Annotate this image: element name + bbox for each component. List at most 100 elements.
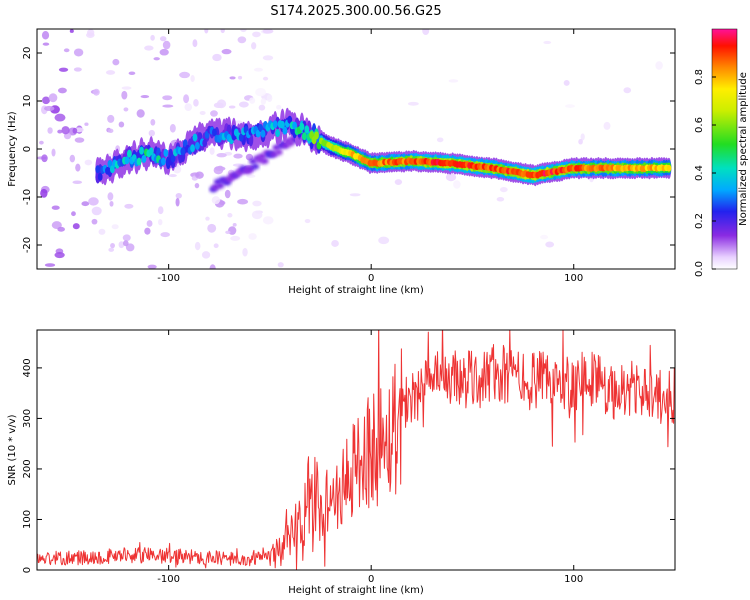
snr-y-tick-label: 100 [22, 510, 33, 529]
noise-blob [545, 241, 555, 248]
ridge-layer [95, 115, 672, 181]
noise-blob [212, 53, 222, 62]
snr-frame [36, 329, 676, 571]
ridge-blob [190, 144, 195, 153]
snr-y-tick-label: 400 [22, 358, 33, 377]
noise-blob [128, 71, 136, 75]
noise-blob [122, 240, 129, 247]
noise-blob [108, 247, 115, 252]
noise-blob [277, 262, 284, 268]
noise-blob [175, 192, 182, 199]
noise-blob [252, 200, 262, 207]
heatmap-x-tick-label: 0 [368, 273, 374, 284]
noise-blob [251, 42, 257, 50]
noise-blob [121, 86, 132, 90]
noise-blob [41, 30, 50, 40]
branch-blob [274, 149, 283, 156]
noise-blob [136, 109, 145, 118]
noise-blob [63, 48, 70, 53]
noise-blob [44, 263, 56, 267]
noise-blob [81, 201, 90, 207]
noise-blob [563, 79, 570, 86]
snr-y-tick-label: 0 [22, 567, 33, 573]
noise-blob [107, 128, 114, 134]
snr-y-label: SNR (10 * v/v) [7, 414, 18, 485]
snr-y-tick-label: 300 [22, 409, 33, 428]
noise-blob [238, 101, 249, 108]
noise-blob [232, 163, 244, 167]
noise-blob [118, 241, 125, 249]
heatmap-y-tick-label: -20 [22, 237, 33, 253]
noise-blob [57, 87, 67, 94]
noise-blob [122, 234, 131, 242]
noise-blob [194, 241, 201, 251]
noise-blob [43, 105, 55, 112]
noise-blob [87, 29, 95, 37]
noise-blob [258, 104, 266, 111]
snr-x-tick-label: -100 [157, 574, 180, 585]
ridge-blob [180, 147, 186, 156]
ridge-blob [197, 132, 203, 140]
heatmap-noise [37, 29, 663, 269]
noise-blob [109, 200, 114, 207]
noise-blob [105, 70, 116, 75]
noise-blob [153, 57, 160, 61]
noise-blob [499, 187, 508, 193]
noise-blob [496, 197, 505, 202]
noise-blob [140, 95, 150, 99]
noise-blob [57, 129, 63, 134]
ridge-blob [238, 133, 244, 142]
noise-blob [407, 101, 419, 106]
noise-blob [237, 75, 243, 80]
noise-blob [72, 223, 80, 230]
noise-blob [540, 234, 549, 240]
noise-blob [169, 124, 176, 133]
noise-blob [266, 94, 273, 102]
noise-blob [51, 148, 56, 157]
snr-x-label: Height of straight line (km) [288, 585, 424, 596]
ridge-blob [299, 122, 305, 131]
noise-blob [209, 264, 216, 269]
noise-blob [118, 121, 125, 128]
noise-blob [162, 104, 174, 108]
noise-blob [111, 224, 119, 230]
noise-blob [48, 93, 58, 103]
noise-blob [124, 203, 134, 209]
noise-blob [125, 243, 135, 252]
colorbar-tick-label: 0.0 [694, 261, 705, 277]
ridge-blob [148, 147, 154, 156]
heatmap-x-tick-label: -100 [157, 273, 180, 284]
noise-blob [72, 180, 83, 185]
noise-blob [73, 67, 82, 72]
heatmap-x-tick-label: 100 [564, 273, 583, 284]
noise-blob [448, 79, 459, 83]
branch-blob [260, 158, 269, 165]
noise-blob [233, 153, 243, 159]
noise-blob [121, 90, 128, 100]
noise-blob [61, 126, 70, 135]
heatmap-y-tick-label: 20 [22, 47, 33, 60]
noise-blob [251, 210, 263, 220]
noise-blob [184, 103, 193, 111]
noise-blob [232, 223, 237, 227]
noise-blob [107, 114, 115, 123]
noise-blob [623, 87, 632, 94]
noise-blob [194, 182, 200, 189]
noise-blob [42, 42, 50, 46]
noise-blob [91, 218, 98, 225]
noise-blob [51, 205, 60, 210]
colorbar [711, 28, 738, 270]
heatmap-y-tick-label: 0 [22, 146, 33, 152]
noise-blob [73, 48, 84, 57]
noise-blob [71, 211, 76, 217]
noise-blob [578, 138, 583, 145]
noise-blob [69, 29, 74, 33]
noise-blob [147, 264, 157, 269]
noise-blob [213, 166, 224, 175]
branch-blob [216, 182, 225, 189]
noise-blob [221, 48, 232, 55]
noise-blob [160, 232, 170, 238]
ridge-blob [195, 141, 200, 150]
noise-blob [179, 71, 190, 79]
ridge-blob [258, 123, 264, 132]
